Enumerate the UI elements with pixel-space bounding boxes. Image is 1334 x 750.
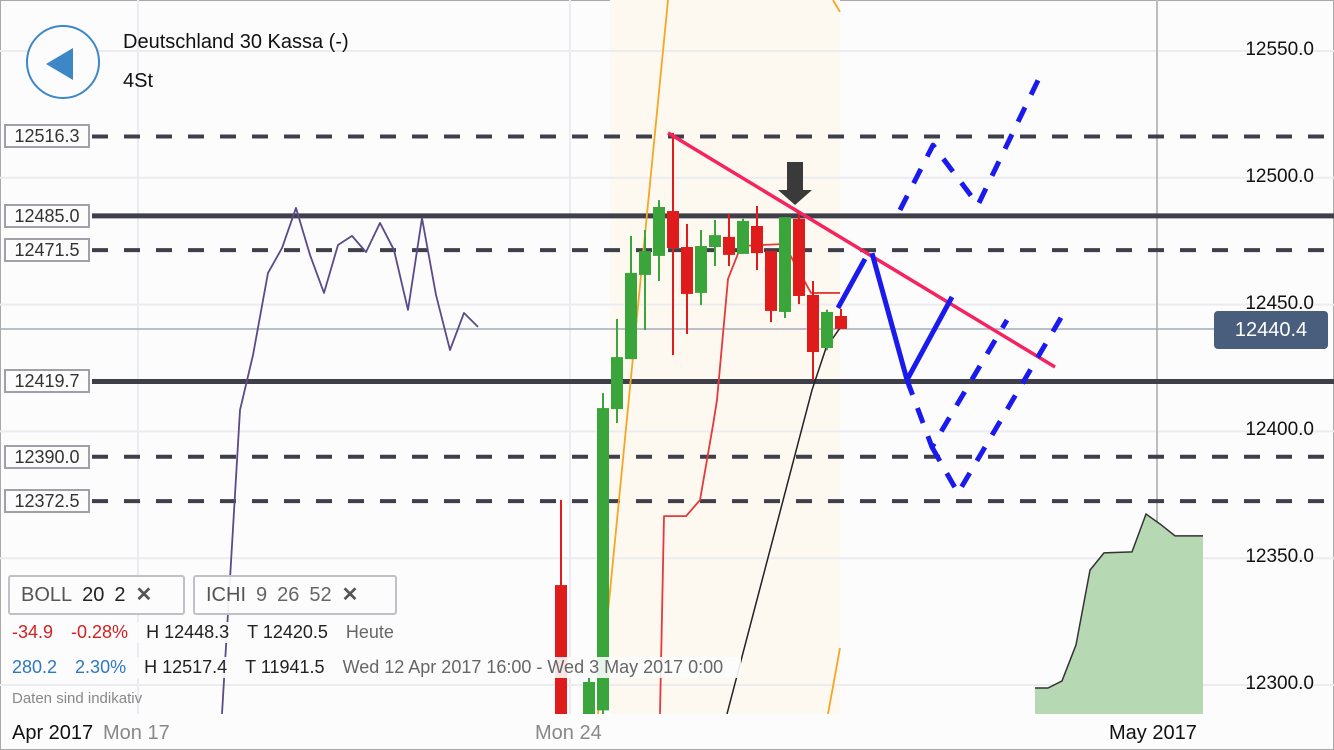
candle-body — [639, 251, 651, 275]
bollinger-band-fill — [610, 0, 840, 714]
change-percent: -0.28% — [71, 622, 129, 642]
candle-body — [723, 236, 735, 255]
candle-body — [695, 246, 707, 293]
level-label[interactable]: 12485.0 — [4, 203, 90, 228]
candle-body — [835, 316, 847, 329]
low-value: T 11941.5 — [245, 657, 325, 677]
level-label[interactable]: 12419.7 — [4, 369, 90, 394]
indicator-chip-ichi[interactable]: ICHI 9 26 52 ✕ — [193, 575, 397, 615]
candle-body — [737, 220, 749, 254]
change-value: 280.2 — [12, 657, 58, 677]
x-label: Mon 24 — [535, 722, 602, 744]
candle-body — [709, 235, 721, 248]
indicator-chip-boll[interactable]: BOLL 20 2 ✕ — [8, 575, 185, 615]
trend-line — [667, 131, 1056, 369]
chikou-line — [221, 207, 479, 714]
remove-indicator-icon[interactable]: ✕ — [341, 584, 359, 606]
x-label: May 2017 — [1109, 722, 1197, 744]
candle-body — [807, 294, 819, 353]
back-triangle-icon — [46, 48, 73, 80]
y-tick-label: 12550.0 — [1245, 39, 1314, 60]
candle-body — [555, 585, 567, 714]
bollinger-lower-line — [827, 647, 841, 714]
candle-body — [779, 217, 791, 312]
candle-body — [625, 272, 637, 360]
chip-param: 20 — [82, 584, 105, 606]
candle-body — [751, 225, 763, 254]
stats-range: 280.2 2.30% H 12517.4 T 11941.5 Wed 12 Apr 2… — [12, 657, 742, 678]
forecast-dashed-line — [929, 314, 1065, 496]
chip-param: 52 — [309, 584, 332, 606]
disclaimer: Daten sind indikativ — [12, 690, 143, 707]
low-value: T 12420.5 — [247, 622, 328, 642]
back-button[interactable] — [26, 25, 100, 99]
chip-param: 26 — [277, 584, 300, 606]
change-value: -34.9 — [12, 622, 54, 642]
high-value: H 12517.4 — [144, 657, 228, 677]
level-label[interactable]: 12390.0 — [4, 444, 90, 469]
forecast-line — [869, 252, 955, 383]
bollinger-upper-line — [832, 0, 841, 13]
candle-body — [667, 211, 679, 249]
current-price-badge: 12440.4 — [1214, 311, 1328, 349]
chip-name: ICHI — [206, 584, 246, 606]
y-tick-label: 12500.0 — [1245, 165, 1314, 187]
candle-body — [611, 357, 623, 410]
candle-body — [681, 247, 693, 294]
forecast-line — [835, 257, 868, 310]
level-label[interactable]: 12372.5 — [4, 489, 90, 514]
period-label: Wed 12 Apr 2017 16:00 - Wed 3 May 2017 0… — [342, 657, 724, 677]
price-chart[interactable] — [0, 0, 1334, 716]
period-label: Heute — [345, 622, 394, 642]
candle-body — [653, 206, 665, 256]
y-tick-label: 12450.0 — [1245, 292, 1314, 314]
timeframe-label[interactable]: 4St — [123, 70, 154, 92]
candle-body — [821, 311, 833, 348]
x-axis[interactable]: Apr 2017 Mon 17 Mon 24 May 2017 — [0, 716, 1334, 750]
y-tick-label: 12300.0 — [1245, 673, 1314, 694]
change-percent: 2.30% — [75, 657, 127, 677]
chip-param: 2 — [114, 584, 126, 606]
instrument-title: Deutschland 30 Kassa (-) — [123, 31, 349, 53]
candle-body — [793, 218, 805, 296]
forecast-dashed-line — [897, 70, 1045, 212]
chip-name: BOLL — [21, 584, 73, 606]
level-label[interactable]: 12516.3 — [4, 124, 90, 149]
stats-today: -34.9 -0.28% H 12448.3 T 12420.5 Heute — [12, 622, 412, 643]
level-label[interactable]: 12471.5 — [4, 238, 90, 263]
high-value: H 12448.3 — [146, 622, 230, 642]
ichimoku-cloud — [1035, 514, 1203, 714]
candle-body — [765, 251, 777, 311]
chip-param: 9 — [256, 584, 268, 606]
candle-body — [583, 681, 595, 714]
y-tick-label: 12400.0 — [1245, 419, 1314, 441]
candle-body — [597, 408, 609, 711]
x-label: Apr 2017 — [12, 722, 94, 745]
arrow-down-icon — [778, 162, 812, 205]
y-tick-label: 12350.0 — [1245, 546, 1314, 568]
remove-indicator-icon[interactable]: ✕ — [135, 584, 153, 606]
cloud-edge-line — [1035, 512, 1203, 689]
plot-area — [0, 0, 1334, 714]
x-label: Mon 17 — [103, 722, 170, 744]
